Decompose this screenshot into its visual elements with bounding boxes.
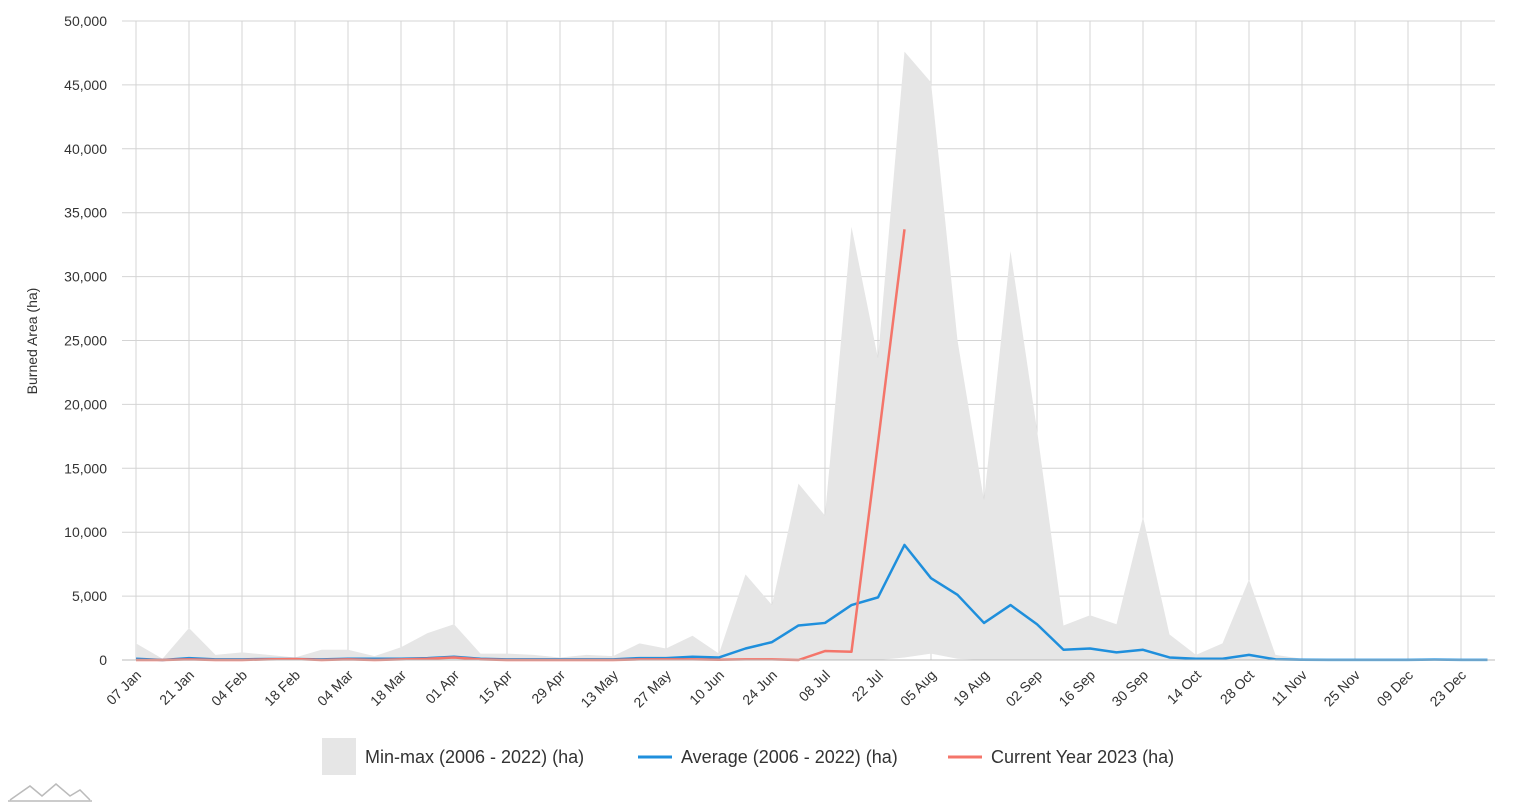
x-tick-label: 23 Dec bbox=[1426, 667, 1469, 710]
grid bbox=[122, 20, 1495, 661]
logo bbox=[8, 783, 92, 802]
y-tick-label: 50,000 bbox=[64, 13, 107, 29]
x-tick-label: 27 May bbox=[630, 667, 674, 711]
y-axis-label: Burned Area (ha) bbox=[24, 288, 40, 395]
x-tick-label: 09 Dec bbox=[1373, 667, 1416, 710]
y-tick-label: 10,000 bbox=[64, 524, 107, 540]
x-tick-label: 01 Apr bbox=[422, 667, 462, 707]
x-tick-label: 05 Aug bbox=[897, 667, 939, 709]
x-tick-label: 30 Sep bbox=[1108, 667, 1151, 710]
x-tick-label: 02 Sep bbox=[1002, 667, 1045, 710]
x-tick-label: 18 Mar bbox=[367, 667, 409, 709]
y-tick-label: 15,000 bbox=[64, 460, 107, 476]
x-tick-label: 19 Aug bbox=[950, 667, 992, 709]
y-tick-label: 25,000 bbox=[64, 333, 107, 349]
y-tick-label: 0 bbox=[99, 652, 107, 668]
x-tick-label: 04 Mar bbox=[314, 667, 356, 709]
x-tick-label: 04 Feb bbox=[208, 667, 250, 709]
y-tick-label: 45,000 bbox=[64, 77, 107, 93]
x-tick-label: 08 Jul bbox=[795, 667, 833, 705]
x-tick-label: 15 Apr bbox=[475, 667, 515, 707]
x-tick-label: 28 Oct bbox=[1217, 667, 1258, 708]
legend-label: Average (2006 - 2022) (ha) bbox=[681, 747, 898, 767]
y-tick-label: 30,000 bbox=[64, 269, 107, 285]
x-tick-label: 16 Sep bbox=[1055, 667, 1098, 710]
x-tick-label: 22 Jul bbox=[848, 667, 886, 705]
y-tick-label: 35,000 bbox=[64, 205, 107, 221]
x-tick-label: 18 Feb bbox=[261, 667, 303, 709]
y-tick-label: 5,000 bbox=[72, 588, 107, 604]
range-area bbox=[136, 51, 1488, 661]
x-tick-label: 07 Jan bbox=[103, 667, 144, 708]
x-tick-label: 25 Nov bbox=[1320, 667, 1363, 710]
x-tick-label: 13 May bbox=[577, 667, 621, 711]
x-tick-label: 10 Jun bbox=[686, 667, 727, 708]
x-tick-label: 14 Oct bbox=[1164, 667, 1205, 708]
x-tick-label: 24 Jun bbox=[739, 667, 780, 708]
y-tick-label: 20,000 bbox=[64, 396, 107, 412]
legend-swatch bbox=[322, 738, 356, 775]
legend-label: Min-max (2006 - 2022) (ha) bbox=[365, 747, 584, 767]
x-tick-label: 21 Jan bbox=[156, 667, 197, 708]
legend-label: Current Year 2023 (ha) bbox=[991, 747, 1174, 767]
x-tick-label: 11 Nov bbox=[1268, 667, 1310, 709]
y-tick-label: 40,000 bbox=[64, 141, 107, 157]
x-tick-label: 29 Apr bbox=[528, 667, 568, 707]
